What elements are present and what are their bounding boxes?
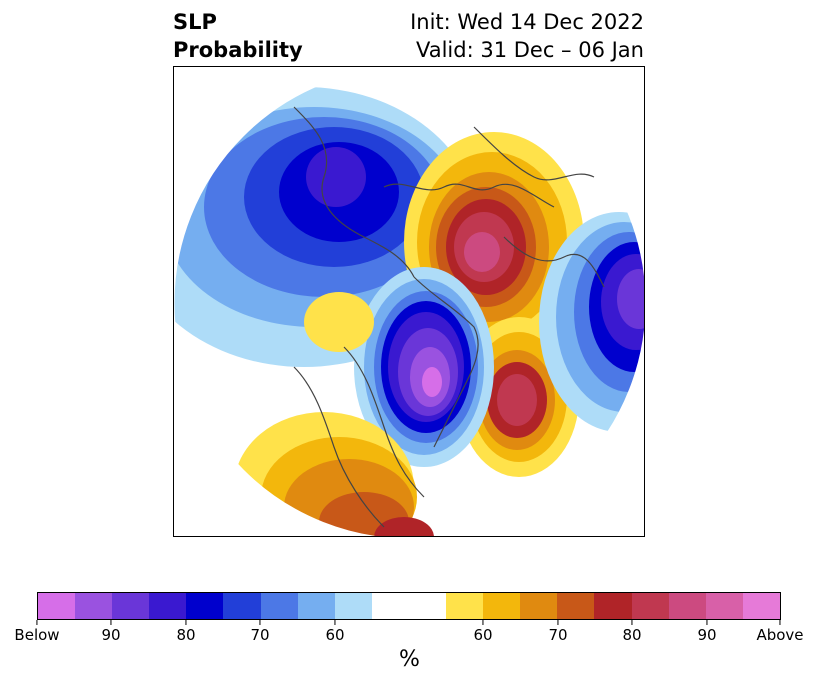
colorbar-units-label: % <box>399 647 420 672</box>
colorbar-swatch <box>668 593 706 619</box>
colorbar-tick-label: 70 <box>250 626 270 644</box>
colorbar-swatch-above <box>742 593 780 619</box>
product-label: Probability <box>173 38 303 62</box>
colorbar-tick: 90 <box>697 620 717 644</box>
negative-anomaly-east-asia <box>539 212 644 432</box>
colorbar-swatch <box>334 593 372 619</box>
colorbar-tick: 80 <box>622 620 642 644</box>
colorbar-tick: 70 <box>548 620 568 644</box>
colorbar-tick: 90 <box>101 620 121 644</box>
colorbar-tick-label: 90 <box>101 626 121 644</box>
colorbar-swatch <box>520 593 558 619</box>
colorbar-swatch-neutral <box>371 593 447 619</box>
probability-map <box>174 67 644 536</box>
colorbar-swatch <box>186 593 224 619</box>
colorbar-swatch <box>705 593 743 619</box>
colorbar-tick-label: 70 <box>548 626 568 644</box>
colorbar-tick: 70 <box>250 620 270 644</box>
colorbar-ticks: Below 90 80 70 60 60 70 80 90 Above <box>0 620 819 650</box>
colorbar-tick-label: 80 <box>622 626 642 644</box>
init-date-label: Init: Wed 14 Dec 2022 <box>410 10 644 34</box>
map-panel <box>173 66 645 537</box>
colorbar-swatch <box>483 593 521 619</box>
positive-anomaly-pole <box>304 292 374 352</box>
variable-label: SLP <box>173 10 217 34</box>
negative-anomaly-scandinavia <box>354 267 494 467</box>
colorbar-swatch <box>557 593 595 619</box>
colorbar-swatch <box>631 593 669 619</box>
colorbar-swatch-below <box>38 593 76 619</box>
colorbar-tick: 60 <box>325 620 345 644</box>
colorbar-tick-label: 90 <box>697 626 717 644</box>
valid-period-label: Valid: 31 Dec – 06 Jan <box>415 38 644 62</box>
colorbar-tick: 60 <box>473 620 493 644</box>
chart-title-right: Init: Wed 14 Dec 2022 Valid: 31 Dec – 06… <box>410 8 644 64</box>
colorbar-swatch <box>446 593 484 619</box>
colorbar-tick-label: 60 <box>473 626 493 644</box>
colorbar-tick-label: Below <box>14 626 60 644</box>
colorbar-swatch <box>223 593 261 619</box>
colorbar-tick: 80 <box>176 620 196 644</box>
colorbar-tick: Above <box>756 620 804 644</box>
colorbar-tick-label: 60 <box>325 626 345 644</box>
coastlines <box>293 106 605 528</box>
colorbar-swatch <box>297 593 335 619</box>
colorbar-tick: Below <box>14 620 60 644</box>
colorbar-swatch <box>594 593 632 619</box>
colorbar-swatch <box>75 593 113 619</box>
colorbar-swatch <box>149 593 187 619</box>
colorbar-tick-label: 80 <box>176 626 196 644</box>
colorbar-swatch <box>112 593 150 619</box>
colorbar-tick-label: Above <box>756 626 804 644</box>
colorbar-swatch <box>260 593 298 619</box>
probability-colorbar <box>37 592 781 620</box>
chart-title-left: SLP Probability <box>173 8 303 64</box>
